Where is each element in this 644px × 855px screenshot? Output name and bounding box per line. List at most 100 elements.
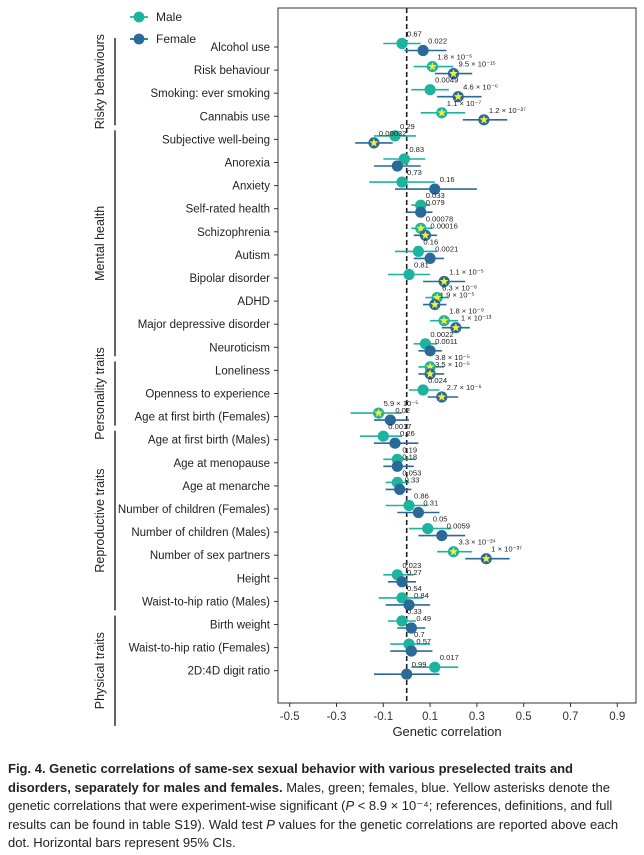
female-significance-star bbox=[421, 230, 430, 240]
female-p-value: 0.31 bbox=[423, 499, 438, 508]
female-p-value: 3.5 × 10⁻⁵ bbox=[435, 360, 470, 369]
female-p-value: 1.9 × 10⁻⁵ bbox=[440, 291, 475, 300]
male-p-value: 1.8 × 10⁻⁶ bbox=[437, 53, 472, 62]
male-significance-star bbox=[437, 108, 447, 117]
female-p-value: 1.2 × 10⁻²⁷ bbox=[489, 106, 526, 115]
female-point bbox=[391, 460, 403, 472]
male-point bbox=[396, 592, 408, 604]
legend-swatch bbox=[133, 33, 145, 45]
male-significance-star bbox=[425, 362, 435, 371]
female-p-value: 0.0059 bbox=[447, 522, 470, 531]
male-point bbox=[396, 176, 408, 188]
trait-row: 5.9 × 10⁻⁵0.02 bbox=[350, 399, 418, 426]
x-tick-label: -0.5 bbox=[280, 711, 300, 723]
trait-row: 3.8 × 10⁻⁵3.5 × 10⁻⁵ bbox=[418, 353, 470, 380]
female-significance-star bbox=[430, 300, 440, 309]
forest-plot: -0.5 -0.3 -0.1 0.1 0.3 0.5 0.7 0.9 Genetic corre… bbox=[93, 7, 637, 739]
male-point bbox=[422, 523, 434, 535]
female-point bbox=[389, 437, 401, 449]
trait-label: Waist-to-hip ratio (Females) bbox=[129, 643, 271, 655]
trait-label: 2D:4D digit ratio bbox=[188, 666, 270, 678]
female-significance-star bbox=[479, 115, 489, 124]
female-significance-star bbox=[449, 69, 458, 78]
group-label: Mental health bbox=[93, 206, 107, 281]
female-p-value: 0.26 bbox=[400, 429, 415, 438]
male-point bbox=[398, 153, 410, 165]
female-point bbox=[424, 252, 436, 264]
trait-label: Schizophrenia bbox=[197, 227, 270, 239]
trait-label: Number of children (Males) bbox=[131, 527, 270, 539]
trait-row: 1.8 × 10⁻⁶9.5 × 10⁻¹⁵ bbox=[413, 53, 496, 80]
male-p-value: 0.33 bbox=[407, 607, 422, 616]
trait-label: Loneliness bbox=[215, 365, 270, 377]
trait-label: Major depressive disorder bbox=[138, 319, 270, 331]
female-p-value: 0.0021 bbox=[435, 244, 458, 253]
trait-row: 0.0049 4.6 × 10⁻⁶ bbox=[411, 76, 498, 103]
trait-row: 0.017 0.99 bbox=[373, 653, 459, 680]
male-point bbox=[403, 268, 415, 281]
male-point bbox=[396, 615, 408, 627]
trait-row: 0.050.0059 bbox=[409, 515, 470, 542]
female-p-value: 1.1 × 10⁻⁵ bbox=[449, 268, 484, 277]
trait-label: Bipolar disorder bbox=[189, 273, 270, 285]
trait-row: 0.81 1.1 × 10⁻⁵ bbox=[387, 261, 484, 288]
female-p-value: 0.49 bbox=[416, 614, 431, 623]
female-p-value: 9.5 × 10⁻¹⁵ bbox=[458, 60, 495, 69]
trait-row: 1.8 × 10⁻⁹1 × 10⁻¹³ bbox=[430, 307, 492, 334]
female-significance-star bbox=[437, 392, 447, 401]
male-p-value: 0.73 bbox=[407, 168, 422, 177]
trait-label: Neuroticism bbox=[209, 342, 270, 354]
female-point bbox=[424, 345, 436, 357]
female-p-value: 0.18 bbox=[402, 452, 417, 461]
male-point bbox=[429, 661, 441, 673]
male-p-value: 3.8 × 10⁻⁵ bbox=[435, 353, 470, 362]
x-tick-label: 0.9 bbox=[609, 711, 625, 723]
male-p-value: 0.67 bbox=[407, 30, 422, 39]
trait-row: 0.160.0021 bbox=[394, 237, 458, 264]
trait-row: 0.83 bbox=[373, 145, 426, 172]
trait-row: 0.67 0.022 bbox=[383, 30, 447, 57]
x-tick-label: -0.3 bbox=[327, 711, 347, 723]
female-p-value: 0.27 bbox=[407, 568, 422, 577]
male-point bbox=[403, 499, 415, 512]
female-p-value: 0.00032 bbox=[379, 129, 406, 138]
trait-row: 1.1 × 10⁻⁷ 1.2 × 10⁻²⁷ bbox=[420, 99, 526, 126]
trait-label: Age at first birth (Males) bbox=[148, 435, 270, 447]
x-axis-title: Genetic correlation bbox=[392, 724, 501, 739]
male-point bbox=[377, 430, 389, 442]
male-point bbox=[396, 37, 408, 50]
male-p-value: 0.19 bbox=[402, 445, 417, 454]
female-point bbox=[415, 206, 427, 218]
trait-label: Age at first birth (Females) bbox=[135, 412, 271, 424]
x-tick-label: 0.3 bbox=[469, 711, 485, 723]
trait-label: Risk behaviour bbox=[194, 65, 270, 77]
male-significance-star bbox=[374, 408, 383, 417]
caption-p-symbol: P bbox=[345, 798, 355, 813]
male-point bbox=[417, 384, 429, 396]
trait-label: Number of children (Females) bbox=[118, 504, 270, 516]
male-p-value: 1.1 × 10⁻⁷ bbox=[447, 99, 482, 108]
group-label: Reproductive traits bbox=[93, 468, 107, 572]
female-point bbox=[403, 599, 415, 611]
legend-label: Female bbox=[156, 32, 196, 46]
female-point bbox=[412, 506, 424, 519]
female-point bbox=[436, 530, 448, 542]
female-point bbox=[417, 44, 429, 57]
caption-title: Fig. 4. Genetic correlations of same-sex… bbox=[8, 761, 573, 795]
x-tick-label: -0.1 bbox=[373, 711, 393, 723]
trait-label: Anorexia bbox=[225, 158, 271, 170]
male-p-value: 0.16 bbox=[423, 237, 438, 246]
female-p-value: 0.57 bbox=[416, 637, 431, 646]
trait-row: 0.70.57 bbox=[390, 630, 433, 657]
group-label: Risky behaviours bbox=[93, 34, 107, 129]
female-p-value: 0.00016 bbox=[430, 221, 457, 230]
plot-frame bbox=[277, 7, 637, 704]
male-p-value: 0.86 bbox=[414, 492, 429, 501]
male-p-value: 0.29 bbox=[400, 122, 415, 131]
